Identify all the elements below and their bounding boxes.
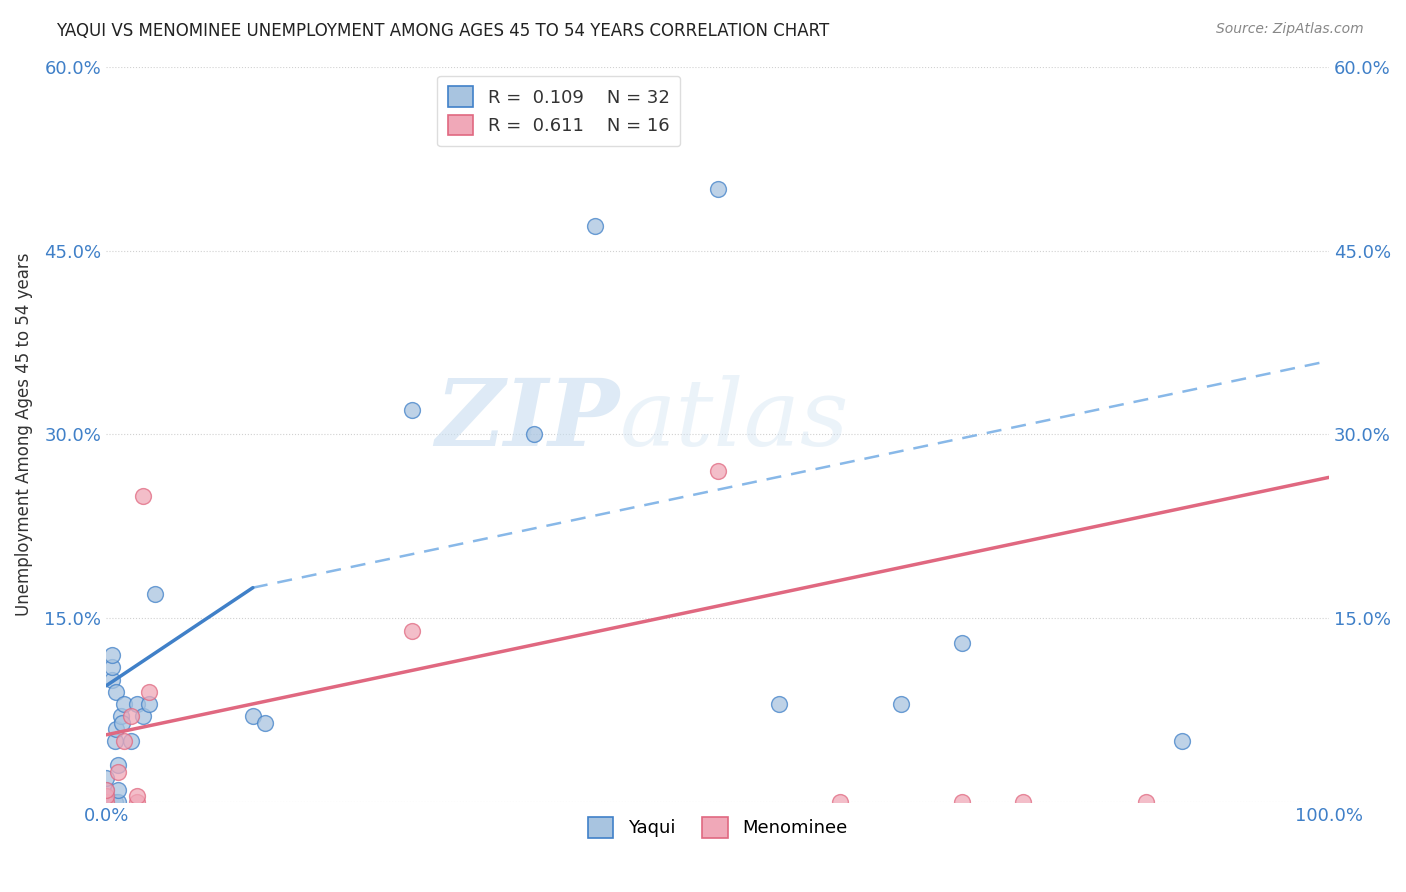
Point xyxy=(706,182,728,196)
Point xyxy=(104,722,127,736)
Point xyxy=(768,697,790,711)
Point xyxy=(114,697,136,711)
Point xyxy=(890,697,912,711)
Point xyxy=(401,624,423,638)
Point xyxy=(132,489,155,503)
Point xyxy=(114,734,136,748)
Point xyxy=(120,709,142,723)
Point xyxy=(110,709,132,723)
Point xyxy=(125,795,148,809)
Point xyxy=(104,795,127,809)
Point xyxy=(523,427,546,442)
Point xyxy=(104,685,127,699)
Point xyxy=(101,673,124,687)
Point xyxy=(101,648,124,662)
Point xyxy=(583,219,606,233)
Point xyxy=(94,789,117,804)
Text: ZIP: ZIP xyxy=(436,375,620,465)
Point xyxy=(94,789,117,804)
Point xyxy=(1171,734,1194,748)
Point xyxy=(125,697,148,711)
Point xyxy=(950,636,973,650)
Text: YAQUI VS MENOMINEE UNEMPLOYMENT AMONG AGES 45 TO 54 YEARS CORRELATION CHART: YAQUI VS MENOMINEE UNEMPLOYMENT AMONG AG… xyxy=(56,22,830,40)
Point xyxy=(1012,795,1035,809)
Point xyxy=(107,758,129,772)
Point xyxy=(107,764,129,779)
Point xyxy=(94,783,117,797)
Point xyxy=(828,795,851,809)
Point xyxy=(94,795,117,809)
Point xyxy=(94,795,117,809)
Point xyxy=(101,660,124,674)
Point xyxy=(138,685,160,699)
Text: Source: ZipAtlas.com: Source: ZipAtlas.com xyxy=(1216,22,1364,37)
Point xyxy=(107,783,129,797)
Legend: Yaqui, Menominee: Yaqui, Menominee xyxy=(581,809,855,845)
Point xyxy=(120,734,142,748)
Point xyxy=(94,783,117,797)
Text: atlas: atlas xyxy=(620,375,849,465)
Point xyxy=(94,771,117,785)
Point xyxy=(254,715,277,730)
Point xyxy=(143,587,166,601)
Point xyxy=(104,734,127,748)
Point xyxy=(111,715,134,730)
Point xyxy=(125,789,148,804)
Point xyxy=(132,709,155,723)
Point xyxy=(950,795,973,809)
Point xyxy=(107,795,129,809)
Point xyxy=(242,709,264,723)
Point xyxy=(138,697,160,711)
Point xyxy=(706,464,728,478)
Point xyxy=(1135,795,1157,809)
Point xyxy=(401,403,423,417)
Y-axis label: Unemployment Among Ages 45 to 54 years: Unemployment Among Ages 45 to 54 years xyxy=(15,252,32,616)
